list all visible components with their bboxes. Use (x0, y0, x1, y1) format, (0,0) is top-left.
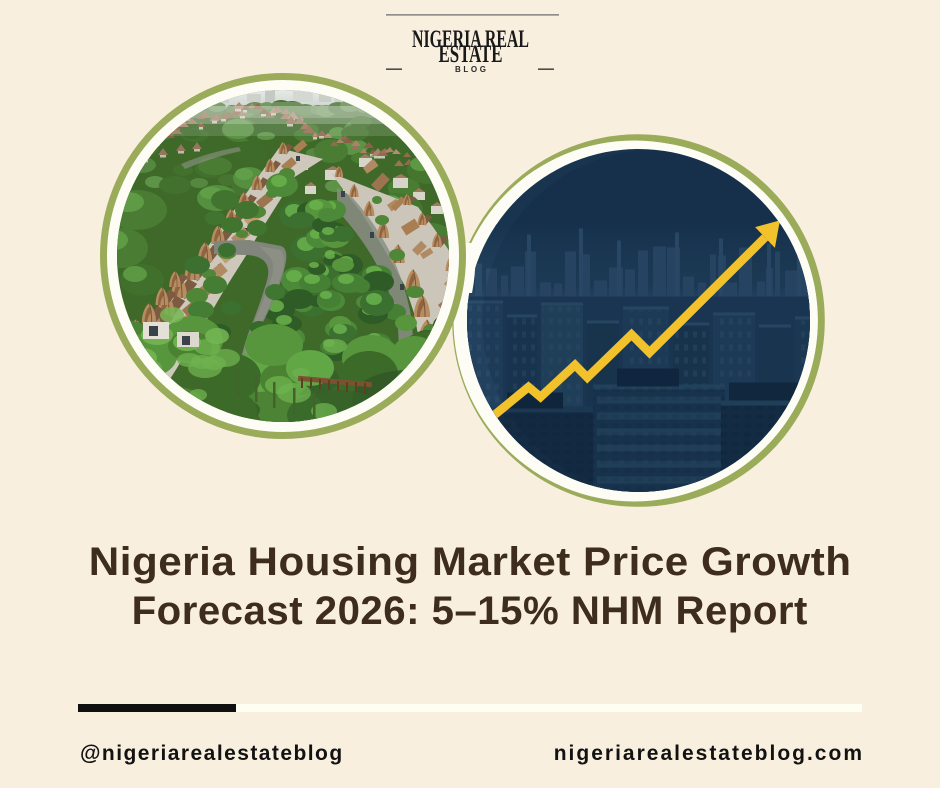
svg-text:BLOG: BLOG (455, 65, 486, 74)
svg-text:ESTATE: ESTATE (439, 39, 503, 67)
svg-text:NIGERIA REAL: NIGERIA REAL (412, 24, 529, 52)
